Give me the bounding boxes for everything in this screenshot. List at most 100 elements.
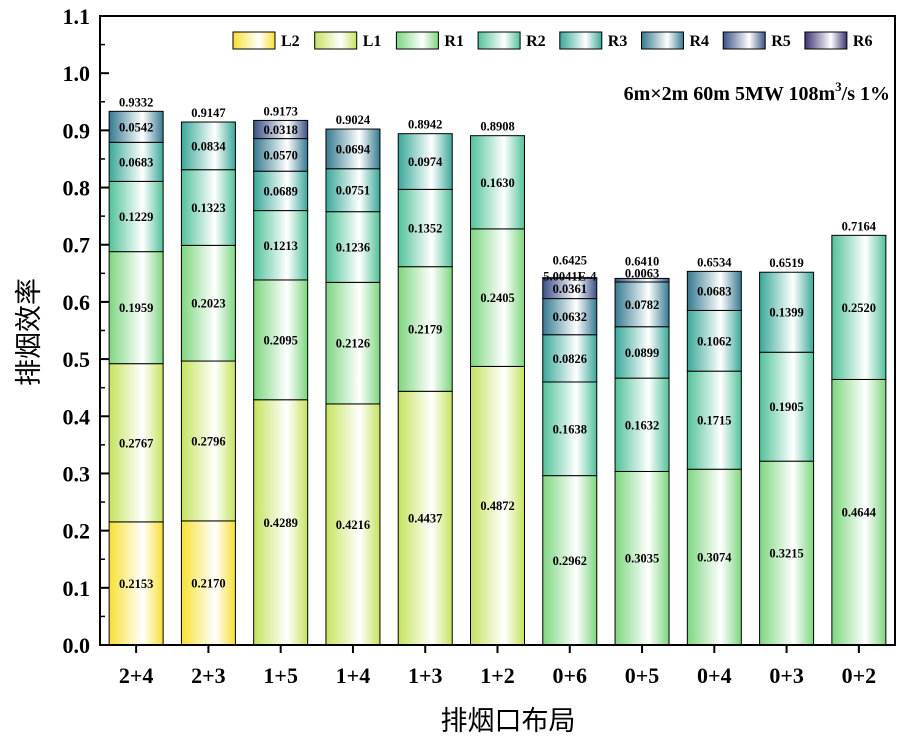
segment-value-label: 0.1638 [553, 422, 587, 436]
bar-segment-L1 [253, 399, 309, 646]
bar-segment-R4 [325, 128, 381, 170]
x-tick-label: 1+5 [263, 663, 298, 688]
y-tick-label: 0.3 [63, 461, 91, 486]
bar-segment-R4 [686, 270, 742, 311]
bar-segment-R2 [614, 377, 670, 472]
segment-value-label: 0.1352 [408, 222, 442, 236]
bar-total-label: 0.6410 [625, 254, 659, 268]
legend-label: L1 [363, 33, 382, 50]
segment-value-label: 5.0041E-4 [543, 270, 597, 284]
bar-segment-R2 [180, 169, 236, 246]
legend-swatch [314, 31, 358, 50]
legend-label: R3 [608, 33, 628, 50]
legend-item-R3: R3 [559, 31, 628, 50]
x-tick-label: 2+4 [119, 663, 154, 688]
legend-swatch [722, 31, 766, 50]
bar-1+3: 0.4437 0.2179 0.1352 0.0974 0.8942 [397, 118, 453, 646]
segment-value-label: 0.2405 [480, 291, 514, 305]
bar-total-label: 0.6519 [769, 256, 803, 270]
bar-segment-R6 [542, 277, 598, 279]
x-tick-label: 1+4 [336, 663, 371, 688]
y-tick-label: 0.6 [63, 290, 91, 315]
bar-segment-R1 [325, 281, 381, 405]
bar-segment-R4 [542, 298, 598, 336]
segment-value-label: 0.3215 [769, 547, 803, 561]
segment-value-label: 0.1905 [769, 400, 803, 414]
segment-value-label: 0.2023 [191, 297, 225, 311]
y-tick-label: 0.8 [63, 176, 91, 201]
segment-value-label: 0.0782 [625, 298, 659, 312]
legend-label: L2 [281, 33, 300, 50]
segment-value-label: 0.0974 [408, 155, 443, 169]
legend-swatch [395, 31, 439, 50]
legend-item-L2: L2 [232, 31, 300, 50]
legend-label: R1 [444, 33, 464, 50]
segment-value-label: 0.4644 [842, 506, 877, 520]
legend-label: R6 [853, 33, 873, 50]
bar-segment-R1 [614, 470, 670, 646]
legend-item-L1: L1 [314, 31, 382, 50]
y-tick-label: 0.4 [63, 404, 91, 429]
segment-value-label: 0.1213 [263, 239, 297, 253]
bar-2+3: 0.2170 0.2796 0.2023 0.1323 0.0834 0.9147 [180, 106, 236, 646]
segment-value-label: 0.0694 [336, 142, 371, 156]
bar-1+4: 0.4216 0.2126 0.1236 0.0751 0.0694 0.9024 [325, 113, 381, 646]
segment-value-label: 0.0899 [625, 346, 659, 360]
bars-layer: 0.2153 0.2767 0.1959 0.1229 0.0683 0.0542 0.93… [108, 95, 887, 646]
bar-segment-R1 [253, 279, 309, 401]
segment-value-label: 0.2962 [553, 554, 587, 568]
bar-segment-R1 [542, 475, 598, 646]
legend-swatch [641, 31, 684, 50]
bar-segment-R1 [180, 244, 236, 362]
y-axis-title: 排烟效率 [14, 278, 45, 386]
segment-value-label: 0.0689 [263, 184, 297, 198]
segment-value-label: 0.0361 [553, 282, 587, 296]
bar-segment-R3 [397, 133, 453, 190]
segment-value-label: 0.1323 [191, 201, 225, 215]
segment-value-label: 0.1632 [625, 418, 659, 432]
bar-total-label: 0.9332 [119, 95, 153, 109]
bar-total-label: 0.9024 [336, 113, 371, 127]
bar-segment-R2 [325, 211, 381, 283]
x-axis-title: 排烟口布局 [441, 706, 576, 737]
bar-segment-L1 [180, 360, 236, 522]
segment-value-label: 0.0063 [625, 266, 659, 280]
legend-item-R6: R6 [804, 31, 873, 50]
legend-item-R4: R4 [641, 31, 710, 50]
legend-label: R4 [690, 33, 710, 50]
bar-segment-R1 [397, 266, 453, 392]
y-tick-label: 0.7 [63, 233, 91, 258]
x-tick-label: 0+6 [552, 663, 587, 688]
segment-value-label: 0.3074 [697, 551, 732, 565]
segment-value-label: 0.0542 [119, 120, 153, 134]
bar-segment-R3 [180, 121, 236, 171]
bar-1+2: 0.4872 0.2405 0.1630 0.8908 [470, 120, 525, 646]
segment-value-label: 0.2767 [119, 436, 153, 450]
bar-segment-L2 [108, 521, 164, 646]
condition-annotation: 6m×2m 60m 5MW 108m3/s 1% [624, 79, 890, 105]
segment-value-label: 0.0683 [697, 284, 731, 298]
bar-total-label: 0.8942 [408, 118, 442, 132]
bar-segment-L1 [397, 390, 453, 646]
legend-item-R2: R2 [477, 31, 546, 50]
bar-segment-L1 [325, 403, 381, 646]
x-tick-label: 2+3 [191, 663, 226, 688]
segment-value-label: 0.2179 [408, 322, 442, 336]
segment-value-label: 0.1062 [697, 334, 731, 348]
bar-segment-R3 [614, 326, 670, 379]
y-tick-label: 0.5 [63, 347, 91, 372]
bar-total-label: 0.6534 [697, 255, 732, 269]
segment-value-label: 0.1630 [480, 176, 514, 190]
segment-value-label: 0.2796 [191, 434, 225, 448]
segment-value-label: 0.0826 [553, 352, 587, 366]
x-tick-label: 0+4 [697, 663, 732, 688]
segment-value-label: 0.0632 [553, 310, 587, 324]
segment-value-label: 0.3035 [625, 552, 659, 566]
bar-segment-R3 [253, 170, 309, 212]
bar-2+4: 0.2153 0.2767 0.1959 0.1229 0.0683 0.0542 0.93… [108, 95, 164, 646]
bar-segment-R3 [325, 168, 381, 213]
segment-value-label: 0.1959 [119, 301, 153, 315]
legend: L2 L1 R1 R2 R3 R4 R5 R6 [232, 31, 873, 50]
